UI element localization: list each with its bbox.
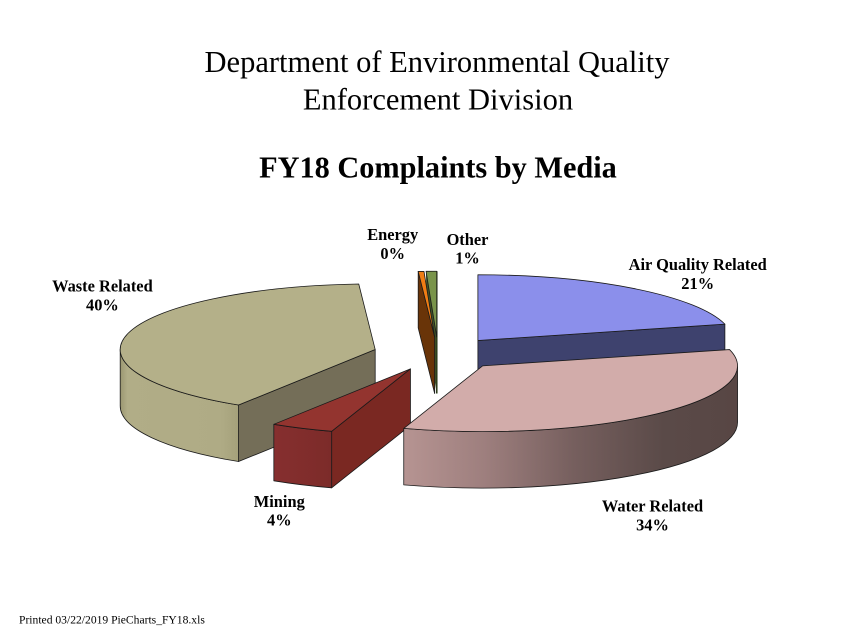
svg-text:Department of Environmental Qu: Department of Environmental Quality bbox=[205, 45, 671, 79]
svg-text:1%: 1% bbox=[455, 249, 480, 268]
svg-text:Air Quality Related: Air Quality Related bbox=[629, 255, 767, 274]
svg-text:34%: 34% bbox=[636, 516, 669, 535]
svg-text:4%: 4% bbox=[267, 511, 292, 530]
svg-text:Other: Other bbox=[447, 230, 489, 249]
svg-text:0%: 0% bbox=[380, 244, 405, 263]
svg-text:Water Related: Water Related bbox=[602, 497, 703, 516]
svg-text:Mining: Mining bbox=[254, 492, 306, 511]
svg-text:Energy: Energy bbox=[367, 225, 419, 244]
svg-text:Printed 03/22/2019 PieCharts_F: Printed 03/22/2019 PieCharts_FY18.xls bbox=[19, 614, 205, 627]
svg-text:21%: 21% bbox=[681, 274, 714, 293]
svg-text:Enforcement Division: Enforcement Division bbox=[303, 83, 573, 117]
svg-text:40%: 40% bbox=[86, 295, 119, 314]
svg-text:Waste Related: Waste Related bbox=[52, 277, 153, 296]
svg-text:FY18 Complaints by Media: FY18 Complaints by Media bbox=[259, 150, 617, 184]
